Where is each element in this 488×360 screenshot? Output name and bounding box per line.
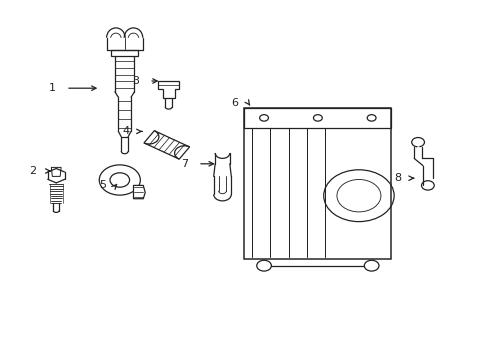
Text: 3: 3 — [132, 76, 139, 86]
Bar — [244, 108, 390, 128]
Polygon shape — [158, 81, 179, 98]
Text: 5: 5 — [100, 180, 106, 190]
Text: 6: 6 — [231, 98, 238, 108]
Text: 1: 1 — [49, 83, 56, 93]
Polygon shape — [133, 185, 145, 199]
Bar — [244, 108, 390, 259]
Polygon shape — [143, 131, 189, 159]
Bar — [111, 50, 138, 56]
Text: 8: 8 — [393, 173, 400, 183]
Text: 4: 4 — [122, 126, 129, 136]
Text: 7: 7 — [181, 159, 188, 169]
Text: 2: 2 — [29, 166, 37, 176]
Polygon shape — [51, 167, 61, 176]
